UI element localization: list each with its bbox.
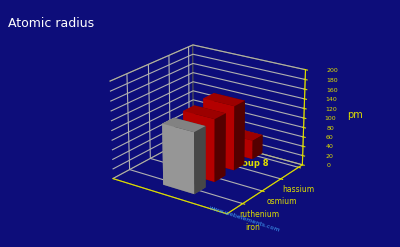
Text: www.webelements.com: www.webelements.com [208, 206, 280, 233]
Text: Atomic radius: Atomic radius [8, 17, 94, 30]
